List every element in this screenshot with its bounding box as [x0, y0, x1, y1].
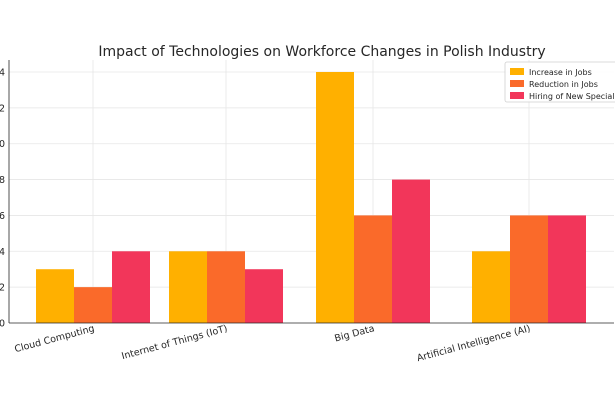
y-tick-label: 14: [0, 68, 5, 79]
y-tick-label: 6: [0, 211, 5, 222]
x-tick-label: Internet of Things (IoT): [120, 323, 228, 362]
x-tick-label: Big Data: [333, 323, 375, 344]
y-tick-label: 2: [0, 283, 5, 294]
legend-swatch: [510, 92, 524, 99]
legend-swatch: [510, 68, 524, 75]
y-tick-label: 10: [0, 139, 5, 150]
legend-label: Reduction in Jobs: [529, 80, 598, 89]
bar-increase-in-jobs-1: [169, 251, 207, 323]
bar-hiring-of-new-specialists-1: [245, 269, 283, 323]
y-tick-label: 4: [0, 247, 5, 258]
bar-reduction-in-jobs-0: [74, 287, 112, 323]
bar-increase-in-jobs-0: [36, 269, 74, 323]
legend-label: Hiring of New Specialists: [529, 92, 615, 101]
y-tick-labels: 0 2 4 6 8 10 12 14: [0, 68, 5, 330]
bars: [36, 72, 586, 323]
x-tick-label: Artificial Intelligence (AI): [416, 323, 532, 364]
x-tick-label: Cloud Computing: [13, 323, 95, 355]
legend-box: [504, 61, 615, 103]
legend: Increase in Jobs Reduction in Jobs Hiring …: [504, 61, 615, 103]
chart-title: Impact of Technologies on Workforce Chan…: [98, 44, 545, 60]
bar-hiring-of-new-specialists-2: [392, 179, 430, 323]
bar-increase-in-jobs-2: [316, 72, 354, 323]
bar-increase-in-jobs-3: [472, 251, 510, 323]
y-tick-label: 12: [0, 103, 5, 114]
bar-reduction-in-jobs-2: [354, 215, 392, 323]
bar-hiring-of-new-specialists-3: [548, 215, 586, 323]
axes: [8, 60, 614, 324]
y-tick-label: 8: [0, 175, 5, 186]
grid-lines: [9, 60, 614, 323]
y-tick-label: 0: [0, 319, 5, 330]
legend-swatch: [510, 80, 524, 87]
legend-label: Increase in Jobs: [529, 68, 592, 77]
x-tick-labels: Cloud Computing Internet of Things (IoT) B…: [13, 323, 531, 364]
bar-hiring-of-new-specialists-0: [112, 251, 150, 323]
bar-reduction-in-jobs-3: [510, 215, 548, 323]
bar-reduction-in-jobs-1: [207, 251, 245, 323]
